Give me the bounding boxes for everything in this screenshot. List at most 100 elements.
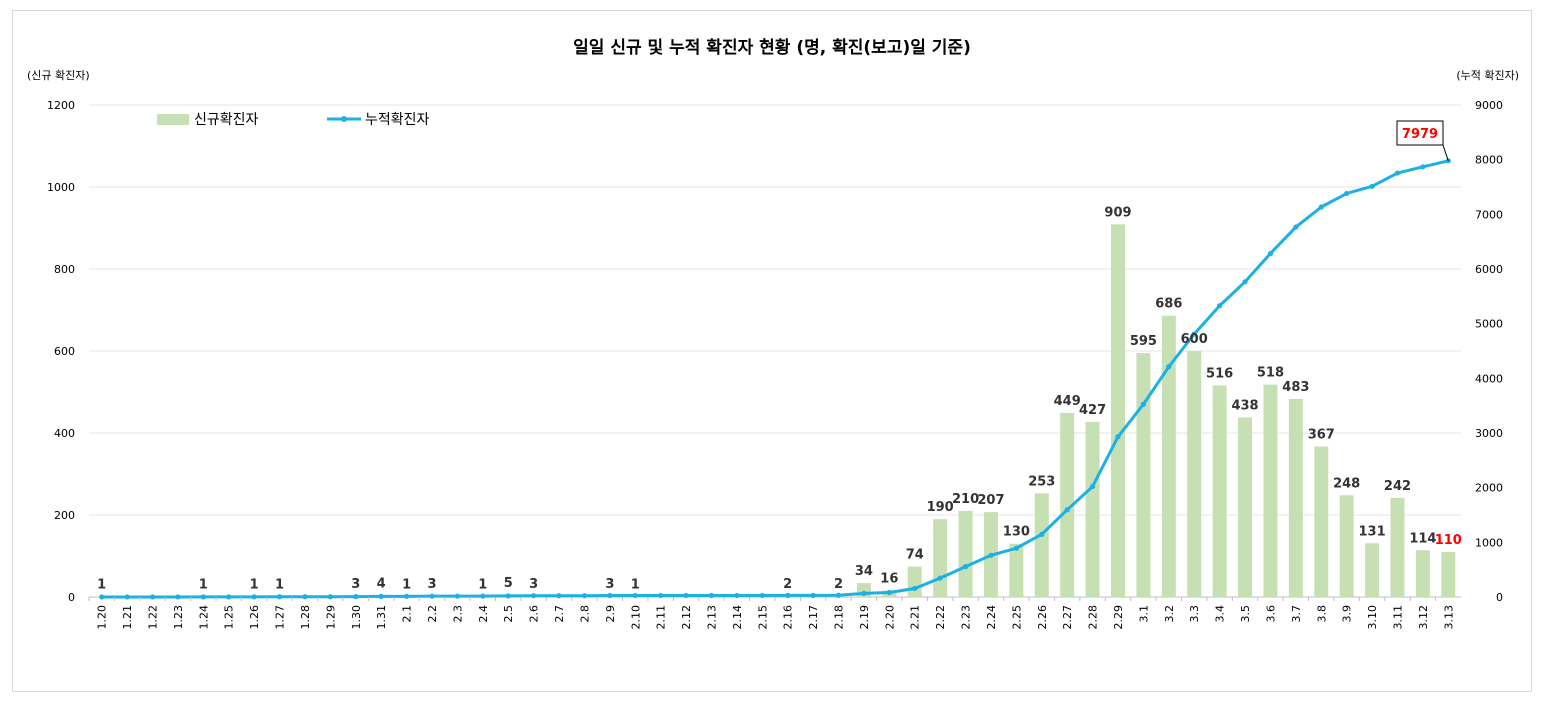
right-tick-label: 9000: [1475, 99, 1503, 112]
x-tick-label: 2.1: [401, 605, 414, 623]
bar-3.6: [1263, 384, 1278, 597]
cumulative-point-3.2: [1166, 364, 1172, 370]
x-tick-label: 3.9: [1341, 605, 1354, 623]
cumulative-point-1.30: [353, 594, 359, 600]
cumulative-point-2.15: [759, 592, 765, 599]
chart-svg: 1 1 1 1 3 4 1 3 1 5 3 3 1 2 234 16741902102071302534494…: [27, 38, 1519, 630]
x-tick-label: 1.20: [96, 605, 109, 630]
x-tick-label: 2.22: [934, 605, 947, 630]
cumulative-point-1.28: [302, 594, 308, 600]
x-tick-label: 1.26: [248, 605, 261, 630]
cumulative-point-3.12: [1420, 164, 1426, 170]
chart-frame: 1 1 1 1 3 4 1 3 1 5 3 3 1 2 2 34 16 74 190 210 207 130 253 449 4…: [12, 10, 1532, 692]
left-tick-label: 1200: [47, 99, 75, 112]
bar-label-2.1: 1: [402, 578, 411, 593]
bar-label-2.19: 34: [855, 564, 873, 579]
cumulative-point-1.22: [149, 594, 156, 600]
bar-label-2.29: 909: [1104, 205, 1131, 220]
cumulative-point-3.6: [1267, 250, 1274, 257]
callout-box: [1396, 120, 1444, 146]
x-tick-label: 2.6: [528, 605, 541, 623]
x-tick-label: 1.30: [350, 605, 363, 630]
x-tick-label: 3.4: [1214, 605, 1227, 623]
bar-3.2: [1161, 315, 1176, 597]
cumulative-point-2.3: [454, 593, 461, 599]
bar-label-3.1: 595: [1130, 334, 1157, 349]
cumulative-point-1.27: [276, 594, 283, 600]
cumulative-point-3.4: [1217, 303, 1223, 309]
cumulative-point-2.1: [403, 593, 410, 599]
cumulative-point-1.26: [251, 594, 257, 600]
line-series: [99, 158, 1451, 600]
x-tick-label: 1.27: [274, 605, 287, 630]
x-tick-label: 1.24: [197, 605, 210, 630]
x-tick-label: 2.4: [477, 605, 490, 623]
bar-3.13: [1441, 551, 1456, 597]
data-labels: 1 1 1 1 3 4 1 3 1 5 3 3 1 2 234 16741902102071302534494…: [97, 205, 1462, 592]
bar-label-2.27: 449: [1054, 394, 1081, 409]
cumulative-point-2.25: [1013, 545, 1019, 551]
bar-label-1.20: 1: [97, 578, 106, 593]
cumulative-point-2.29: [1115, 434, 1121, 440]
left-tick-label: 600: [54, 345, 75, 358]
bar-label-3.13: 110: [1435, 533, 1462, 548]
right-tick-label: 1000: [1475, 536, 1503, 549]
x-tick-label: 2.23: [960, 605, 973, 630]
x-tick-label: 3.12: [1417, 605, 1430, 630]
x-tick-label: 2.3: [451, 605, 464, 623]
x-tick-label: 2.13: [705, 605, 718, 630]
cumulative-point-2.12: [683, 592, 689, 599]
bar-3.4: [1212, 385, 1227, 597]
x-tick-label: 2.11: [655, 605, 668, 630]
bar-label-2.28: 427: [1079, 403, 1106, 418]
bar-label-3.12: 114: [1409, 531, 1436, 546]
cumulative-point-2.6: [531, 593, 537, 599]
cumulative-point-2.26: [1039, 531, 1045, 537]
x-tick-label: 2.15: [756, 605, 769, 630]
x-tick-label: 2.24: [985, 605, 998, 630]
bar-3.12: [1415, 550, 1430, 597]
bar-label-3.11: 242: [1384, 479, 1411, 494]
bar-label-2.16: 2: [783, 577, 792, 592]
x-tick-label: 1.29: [324, 605, 337, 630]
bar-3.8: [1314, 446, 1329, 597]
bar-label-2.6: 3: [529, 577, 538, 592]
cumulative-point-3.3: [1191, 331, 1197, 337]
left-tick-label: 400: [54, 427, 75, 440]
legend-line-marker: [341, 116, 347, 122]
bar-label-2.2: 3: [427, 577, 436, 592]
axes: 0 200 400 600 800 1000 1200 0 1000 2000 3000 4000 50…: [47, 99, 1503, 630]
cumulative-point-2.18: [835, 592, 842, 598]
cumulative-point-2.16: [785, 592, 791, 598]
cumulative-point-2.11: [658, 592, 664, 599]
x-tick-label: 2.20: [883, 605, 896, 630]
x-tick-label: 3.3: [1188, 605, 1201, 623]
x-tick-label: 3.13: [1442, 605, 1455, 630]
bar-label-2.5: 5: [504, 576, 513, 591]
bar-2.23: [958, 510, 973, 597]
left-tick-label: 200: [54, 509, 75, 522]
x-tick-label: 1.28: [299, 605, 312, 630]
x-tick-label: 3.10: [1366, 605, 1379, 630]
legend-bar-swatch: [157, 114, 189, 125]
cumulative-point-2.28: [1089, 483, 1096, 490]
cumulative-point-3.10: [1369, 183, 1375, 189]
cumulative-point-3.9: [1344, 190, 1350, 197]
callout: 7979: [1396, 120, 1449, 161]
bar-label-2.10: 1: [631, 578, 640, 593]
bar-2.25: [1009, 543, 1024, 597]
cumulative-point-2.23: [962, 564, 969, 570]
x-tick-label: 2.29: [1112, 605, 1125, 630]
bar-2.28: [1085, 421, 1100, 597]
x-tick-label: 3.2: [1163, 605, 1176, 623]
bar-label-1.30: 3: [351, 577, 360, 592]
bar-label-3.2: 686: [1155, 297, 1182, 312]
x-tick-label: 1.31: [375, 605, 388, 630]
cumulative-point-3.11: [1394, 170, 1401, 176]
bar-series: [94, 224, 1456, 597]
bar-label-2.22: 190: [927, 500, 954, 515]
bar-label-2.25: 130: [1003, 525, 1030, 540]
right-axis-label: (누적 확진자): [1456, 69, 1519, 82]
cumulative-point-1.23: [175, 594, 181, 600]
x-tick-label: 3.7: [1290, 605, 1303, 623]
